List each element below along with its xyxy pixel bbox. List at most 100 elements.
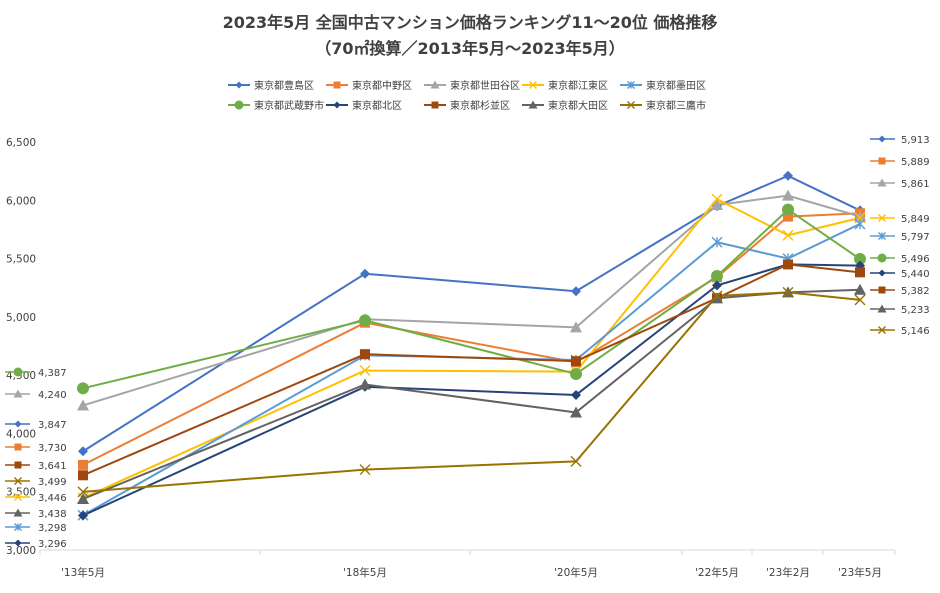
x-marker bbox=[359, 464, 371, 476]
value-label-text: 4,387 bbox=[38, 368, 67, 379]
x-marker-stroke bbox=[782, 286, 794, 298]
legend-label: 東京都世田谷区 bbox=[450, 79, 520, 92]
x-marker-stroke bbox=[878, 214, 886, 222]
x-marker bbox=[627, 101, 635, 109]
chart-title: 2023年5月 全国中古マンション価格ランキング11～20位 価格推移 （70㎡… bbox=[0, 10, 940, 62]
series-markers-東京都大田区 bbox=[77, 283, 866, 504]
circle-marker bbox=[77, 382, 89, 395]
triangle-marker bbox=[782, 189, 794, 201]
legend-item: 東京都武蔵野市 bbox=[228, 99, 324, 112]
value-label-text: 5,146 bbox=[901, 326, 930, 337]
series-markers-東京都世田谷区 bbox=[77, 189, 866, 411]
series-line-東京都大田区 bbox=[82, 288, 861, 500]
x-marker-stroke bbox=[77, 486, 89, 498]
legend-label: 東京都中野区 bbox=[352, 79, 412, 92]
square-marker bbox=[878, 157, 886, 165]
right-value-label: 5,233 bbox=[870, 304, 930, 316]
legend-item: 東京都江東区 bbox=[522, 79, 608, 92]
legend-item: 東京都世田谷区 bbox=[424, 79, 520, 92]
x-tick-label: '18年5月 bbox=[343, 566, 387, 579]
triangle-marker bbox=[359, 378, 371, 390]
value-label-text: 3,298 bbox=[38, 523, 67, 534]
diamond-marker bbox=[712, 280, 722, 291]
right-value-label: 5,496 bbox=[870, 253, 930, 265]
x-marker bbox=[878, 214, 886, 222]
legend-label: 東京都杉並区 bbox=[450, 99, 510, 112]
right-value-label: 5,797 bbox=[870, 232, 930, 243]
diamond-marker bbox=[360, 268, 370, 279]
triangle-marker bbox=[854, 210, 866, 222]
x-marker bbox=[782, 286, 794, 298]
circle-marker bbox=[570, 367, 582, 380]
triangle-marker bbox=[13, 389, 23, 398]
series-markers bbox=[77, 170, 866, 521]
x-tick-label: '13年5月 bbox=[61, 566, 105, 579]
series-line-東京都三鷹市 bbox=[82, 291, 861, 493]
y-tick-label: 3,000 bbox=[6, 545, 36, 557]
value-label-text: 5,913 bbox=[901, 135, 930, 146]
x-marker bbox=[782, 229, 794, 241]
series-markers-東京都武蔵野市 bbox=[77, 203, 866, 395]
legend-label: 東京都江東区 bbox=[548, 79, 608, 92]
legend-item: 東京都中野区 bbox=[326, 79, 412, 92]
y-axis: 3,000 3,500 4,000 4,500 5,000 5,500 6,000 6,500 bbox=[6, 137, 36, 557]
diamond-marker bbox=[878, 269, 886, 277]
diamond-marker bbox=[78, 446, 88, 457]
series-line-東京都杉並区 bbox=[82, 263, 861, 477]
diamond-marker bbox=[878, 135, 886, 143]
square-marker bbox=[14, 461, 22, 469]
right-value-label: 5,889 bbox=[870, 157, 930, 168]
triangle-marker bbox=[570, 321, 582, 333]
square-marker bbox=[783, 211, 793, 222]
series-markers-東京都三鷹市 bbox=[77, 286, 866, 498]
x-marker-stroke bbox=[711, 193, 723, 205]
legend-item: 東京都墨田区 bbox=[620, 79, 706, 92]
legend-item: 東京都大田区 bbox=[522, 99, 608, 112]
y-tick-label: 6,000 bbox=[6, 195, 36, 207]
series-lines bbox=[82, 174, 861, 517]
left-value-label: 3,446 bbox=[5, 493, 67, 504]
x-marker bbox=[14, 477, 22, 485]
circle-marker bbox=[711, 270, 723, 283]
triangle-marker bbox=[711, 292, 723, 304]
left-value-label: 3,847 bbox=[5, 420, 67, 431]
diamond-marker bbox=[235, 81, 243, 89]
legend-label: 東京都三鷹市 bbox=[646, 99, 706, 112]
diamond-marker bbox=[333, 101, 341, 109]
diamond-marker bbox=[14, 539, 22, 547]
value-label-text: 3,296 bbox=[38, 539, 67, 550]
right-value-label: 5,913 bbox=[870, 135, 930, 146]
star-marker bbox=[854, 218, 866, 230]
star-marker bbox=[711, 236, 723, 248]
star-marker bbox=[14, 523, 22, 531]
square-marker bbox=[78, 470, 88, 481]
x-marker-stroke bbox=[854, 294, 866, 306]
legend-label: 東京都北区 bbox=[352, 99, 402, 112]
diamond-marker bbox=[571, 389, 581, 400]
triangle-marker bbox=[77, 399, 89, 411]
y-tick-label: 5,000 bbox=[6, 312, 36, 324]
square-marker bbox=[431, 101, 439, 109]
chart-subtitle: （70㎡換算／2013年5月～2023年5月） bbox=[315, 39, 625, 58]
value-label-text: 3,446 bbox=[38, 493, 67, 504]
circle-marker bbox=[13, 367, 23, 377]
x-marker bbox=[77, 486, 89, 498]
x-marker-stroke bbox=[711, 290, 723, 302]
x-marker-stroke bbox=[359, 464, 371, 476]
left-value-label: 3,641 bbox=[5, 461, 67, 472]
y-tick-label: 6,500 bbox=[6, 137, 36, 149]
circle-marker bbox=[359, 314, 371, 327]
square-marker bbox=[783, 259, 793, 270]
circle-marker bbox=[234, 100, 244, 110]
right-value-label: 5,146 bbox=[870, 326, 930, 337]
x-marker bbox=[711, 290, 723, 302]
legend-label: 東京都大田区 bbox=[548, 99, 608, 112]
x-marker bbox=[359, 364, 371, 376]
square-marker bbox=[360, 349, 370, 360]
x-tick-label: '22年5月 bbox=[695, 566, 739, 579]
value-label-text: 4,240 bbox=[38, 390, 67, 401]
series-line-東京都武蔵野市 bbox=[82, 208, 861, 390]
x-marker-stroke bbox=[14, 493, 22, 501]
right-value-labels: 5,913 5,889 5,861 5,849 5,797 5,496 5,440 5,382… bbox=[870, 135, 930, 337]
diamond-marker bbox=[783, 170, 793, 181]
